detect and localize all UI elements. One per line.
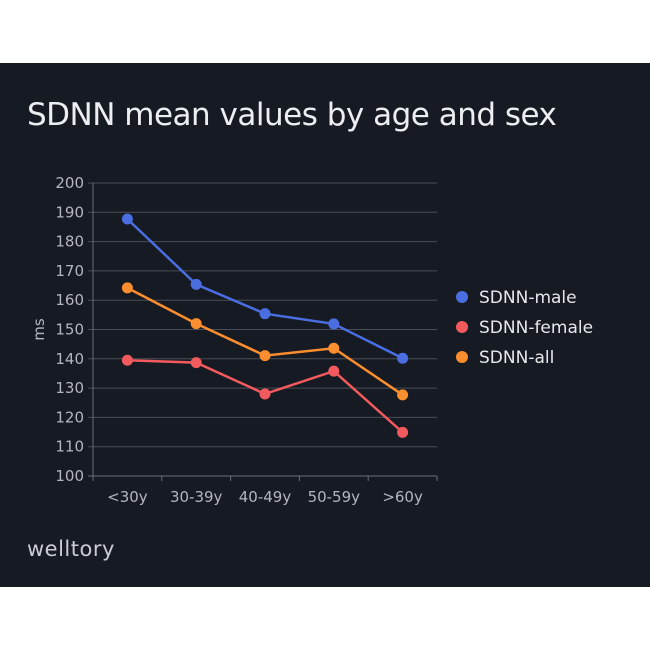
x-tick-label: 50-59y bbox=[308, 488, 361, 506]
chart-title: SDNN mean values by age and sex bbox=[27, 97, 557, 133]
data-point-SDNN-all bbox=[259, 350, 271, 362]
welltory-logo: welltory bbox=[27, 537, 115, 561]
y-tick-label: 180 bbox=[55, 233, 84, 251]
y-tick-label: 200 bbox=[55, 174, 84, 192]
data-point-SDNN-female bbox=[259, 388, 271, 400]
y-tick-label: 140 bbox=[55, 350, 84, 368]
y-axis-label: ms bbox=[30, 318, 48, 341]
data-point-SDNN-female bbox=[328, 365, 340, 377]
data-point-SDNN-male bbox=[397, 352, 409, 364]
x-tick-label: >60y bbox=[382, 488, 423, 506]
y-tick-label: 130 bbox=[55, 379, 84, 397]
y-tick-label: 170 bbox=[55, 262, 84, 280]
y-tick-label: 190 bbox=[55, 203, 84, 221]
x-tick-label: 40-49y bbox=[239, 488, 292, 506]
y-tick-label: 110 bbox=[55, 438, 84, 456]
data-point-SDNN-all bbox=[397, 389, 409, 401]
data-point-SDNN-all bbox=[328, 342, 340, 354]
data-point-SDNN-female bbox=[397, 426, 409, 438]
series-line-SDNN-male bbox=[126, 218, 404, 360]
legend-label: SDNN-female bbox=[479, 318, 593, 338]
x-tick-label: 30-39y bbox=[170, 488, 223, 506]
series-line-SDNN-all bbox=[126, 286, 404, 396]
legend-label: SDNN-male bbox=[479, 288, 577, 308]
chart-panel bbox=[0, 63, 650, 587]
data-point-SDNN-female bbox=[190, 357, 202, 369]
data-point-SDNN-male bbox=[190, 278, 202, 290]
y-tick-label: 160 bbox=[55, 291, 84, 309]
y-tick-label: 120 bbox=[55, 408, 84, 426]
data-point-SDNN-male bbox=[259, 308, 271, 320]
legend-label: SDNN-all bbox=[479, 348, 554, 368]
data-point-SDNN-male bbox=[328, 318, 340, 330]
legend-marker-SDNN-all bbox=[456, 351, 468, 363]
legend-marker-SDNN-female bbox=[456, 321, 468, 333]
x-tick-label: <30y bbox=[107, 488, 148, 506]
data-point-SDNN-all bbox=[190, 318, 202, 330]
data-point-SDNN-male bbox=[121, 213, 133, 225]
data-point-SDNN-female bbox=[121, 354, 133, 366]
legend-marker-SDNN-male bbox=[456, 291, 468, 303]
data-point-SDNN-all bbox=[121, 282, 133, 294]
y-tick-label: 150 bbox=[55, 321, 84, 339]
y-tick-label: 100 bbox=[55, 467, 84, 485]
